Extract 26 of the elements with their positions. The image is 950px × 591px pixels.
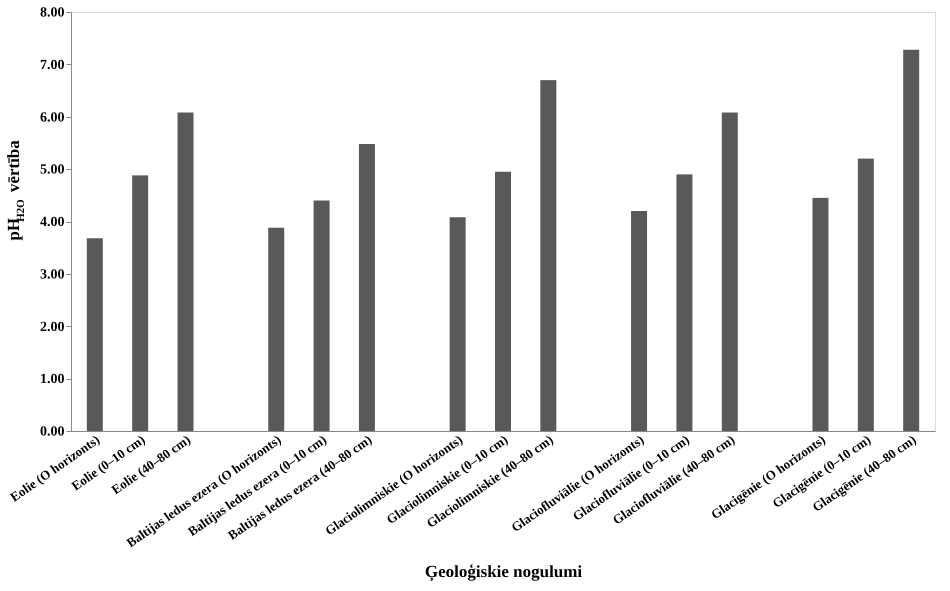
- bar: [722, 112, 738, 431]
- y-tick-label: 1.00: [40, 372, 64, 388]
- bar: [86, 238, 103, 431]
- bar: [450, 217, 466, 431]
- bar: [676, 174, 692, 431]
- y-tick-label: 8.00: [40, 6, 64, 20]
- y-tick-label: 2.00: [40, 320, 64, 335]
- bar: [314, 200, 330, 431]
- y-tick-label: 5.00: [40, 162, 64, 178]
- bar: [268, 228, 284, 431]
- bar: [178, 112, 194, 431]
- bar: [495, 172, 511, 431]
- y-tick-label: 6.00: [40, 110, 64, 126]
- x-axis-title: Ģeoloģiskie nogulumi: [424, 562, 582, 582]
- bar: [631, 211, 648, 431]
- bar: [858, 158, 874, 431]
- y-tick-label: 0.00: [40, 424, 64, 440]
- bar: [540, 80, 556, 431]
- y-tick-label: 3.00: [40, 267, 64, 282]
- y-axis-title: pHH2O vērtība: [4, 140, 27, 241]
- y-tick-label: 7.00: [40, 58, 64, 73]
- bar: [132, 175, 148, 431]
- bar: [358, 144, 375, 431]
- bar: [903, 50, 920, 431]
- bar: [812, 198, 828, 431]
- y-tick-label: 4.00: [40, 215, 64, 230]
